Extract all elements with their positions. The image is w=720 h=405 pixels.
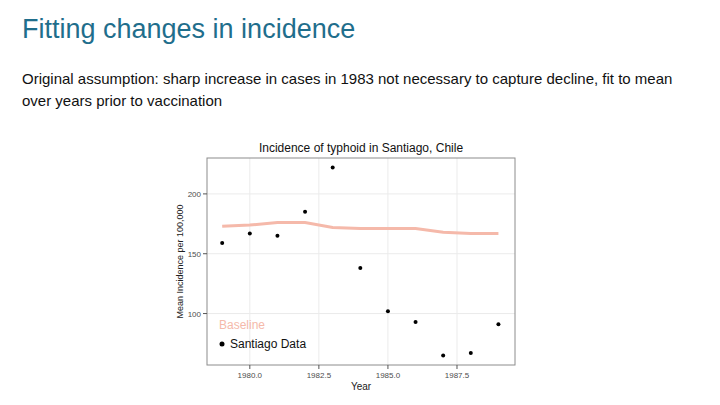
- plot-frame: [207, 158, 515, 365]
- chart: 100 150 200 1980.0 1982.5 1985.0 1987.5 Year Mea…: [0, 0, 720, 405]
- tick-mark: [203, 253, 207, 254]
- tick-label: 1980.0: [238, 371, 263, 380]
- tick-mark: [318, 365, 319, 369]
- tick-mark: [249, 365, 250, 369]
- tick-label: 200: [188, 190, 202, 199]
- grid-line: [387, 158, 388, 365]
- tick-label: 1987.5: [445, 371, 470, 380]
- tick-mark: [387, 365, 388, 369]
- data-point: [275, 234, 279, 238]
- data-point: [386, 309, 390, 313]
- data-point: [469, 351, 473, 355]
- grid-line: [456, 158, 457, 365]
- plot-area: [207, 158, 515, 365]
- data-point: [303, 210, 307, 214]
- data-point: [331, 166, 335, 170]
- grid-line: [318, 158, 319, 365]
- tick-mark: [203, 193, 207, 194]
- x-axis-label: Year: [351, 381, 372, 392]
- slide-title: Fitting changes in incidence: [22, 14, 355, 45]
- grid-line: [207, 193, 515, 194]
- chart-title: Incidence of typhoid in Santiago, Chile: [259, 141, 463, 155]
- tick-label: 100: [188, 310, 202, 319]
- grid-line: [249, 158, 250, 365]
- tick-mark: [456, 365, 457, 369]
- slide-text: Original assumption: sharp increase in c…: [22, 68, 698, 112]
- legend-marker: [220, 342, 225, 347]
- data-point: [248, 231, 252, 235]
- tick-label: 150: [188, 250, 202, 259]
- legend-label: Santiago Data: [230, 337, 306, 351]
- legend-label: Baseline: [219, 318, 265, 332]
- data-point: [358, 266, 362, 270]
- data-point: [220, 241, 224, 245]
- grid-line: [207, 253, 515, 254]
- data-point: [496, 322, 500, 326]
- tick-mark: [203, 313, 207, 314]
- series-line: [222, 223, 498, 234]
- tick-label: 1982.5: [307, 371, 332, 380]
- tick-label: 1985.0: [376, 371, 401, 380]
- y-axis-label: Mean Incidence per 100,000: [175, 204, 185, 318]
- grid-line: [207, 313, 515, 314]
- data-point: [414, 320, 418, 324]
- data-point: [441, 353, 445, 357]
